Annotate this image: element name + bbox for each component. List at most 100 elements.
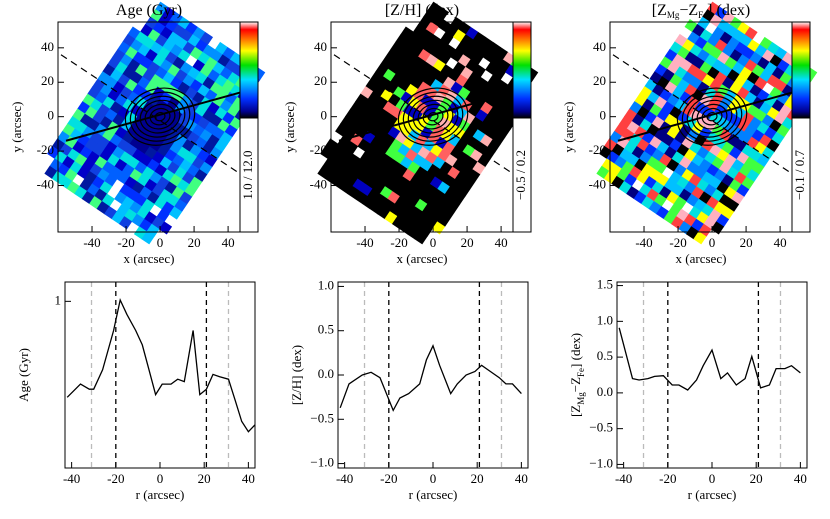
y-tick-label: 40 xyxy=(41,39,54,54)
x-tick-label: 20 xyxy=(188,235,201,250)
panel-title: [ZMg−ZFe] (dex) xyxy=(652,2,751,20)
x-tick-label: -20 xyxy=(107,471,124,486)
map-image xyxy=(317,1,539,245)
y-tick-label: 20 xyxy=(314,73,327,88)
y-tick-label: -20 xyxy=(37,142,54,157)
map-pixel xyxy=(693,231,707,245)
x-tick-label: -20 xyxy=(669,235,686,250)
y-tick-label: 40 xyxy=(314,39,327,54)
x-tick-label: 40 xyxy=(495,235,508,250)
y-tick-label: 0 xyxy=(48,108,55,123)
major-axis-line xyxy=(65,91,241,142)
x-tick-label: 40 xyxy=(222,235,235,250)
y-axis-label: Age (Gyr) xyxy=(16,348,31,402)
x-axis-label: r (arcsec) xyxy=(688,487,737,502)
y-tick-label: 1.5 xyxy=(597,277,613,292)
contour xyxy=(696,103,728,130)
panel-title-part: Age (Gyr) xyxy=(116,2,182,19)
contour xyxy=(129,91,191,142)
contour xyxy=(144,103,176,130)
x-tick-label: 0 xyxy=(430,235,437,250)
x-axis-label: r (arcsec) xyxy=(409,487,458,502)
y-tick-label: -40 xyxy=(589,177,606,192)
contour xyxy=(686,95,738,138)
contour xyxy=(124,87,196,146)
x-tick-label: 0 xyxy=(430,471,437,486)
panel-title-part: [Z/H] (dex) xyxy=(385,2,459,19)
x-tick-label: 20 xyxy=(740,235,753,250)
colorbar-label: −0.5 / 0.2 xyxy=(513,150,528,200)
major-axis-line xyxy=(338,91,514,142)
x-tick-label: -40 xyxy=(356,235,373,250)
contour xyxy=(417,103,449,130)
map-pixel xyxy=(168,206,183,220)
contour xyxy=(681,91,743,142)
y-tick-label: −1.0 xyxy=(589,455,613,470)
x-tick-label: -40 xyxy=(63,471,80,486)
panel-title-part: Mg xyxy=(667,10,680,20)
x-tick-label: 20 xyxy=(471,471,484,486)
x-tick-label: -20 xyxy=(659,471,676,486)
map-pixel xyxy=(118,216,133,230)
y-axis-label-part: Mg xyxy=(576,392,586,405)
map-pixel xyxy=(431,221,446,235)
x-axis-label: x (arcsec) xyxy=(676,251,727,266)
map-image xyxy=(44,1,266,245)
panel-title: [Z/H] (dex) xyxy=(385,2,459,19)
x-tick-label: 0 xyxy=(157,235,164,250)
x-tick-label: -40 xyxy=(615,471,632,486)
panel-title: Age (Gyr) xyxy=(116,2,182,19)
profile-line xyxy=(66,297,256,433)
y-tick-label: 0.5 xyxy=(597,348,613,363)
y-axis-label-part: y (arcsec) xyxy=(561,102,576,153)
map-image xyxy=(596,1,818,245)
x-tick-label: 20 xyxy=(750,471,763,486)
contour xyxy=(397,87,469,146)
x-tick-label: 0 xyxy=(157,471,164,486)
contour xyxy=(412,99,454,134)
map-pixel xyxy=(414,231,428,245)
map-pixel xyxy=(141,231,155,245)
y-axis-label-part: [Z/H] (dex) xyxy=(289,345,304,405)
panel-title-part: −Z xyxy=(679,2,698,19)
y-tick-label: -20 xyxy=(310,142,327,157)
y-axis-label-part: [Z xyxy=(568,405,583,417)
profile-line xyxy=(339,344,522,412)
y-tick-label: 20 xyxy=(593,73,606,88)
x-tick-label: -40 xyxy=(635,235,652,250)
x-tick-label: 20 xyxy=(198,471,211,486)
y-tick-label: 0.0 xyxy=(597,384,613,399)
x-tick-label: -20 xyxy=(390,235,407,250)
y-axis-label-part: y (arcsec) xyxy=(282,102,297,153)
map-pixel xyxy=(710,221,725,235)
colorbar-box xyxy=(512,117,532,233)
y-tick-label: 1.0 xyxy=(597,312,613,327)
x-axis-label: x (arcsec) xyxy=(124,251,175,266)
contour xyxy=(134,95,186,138)
contour xyxy=(149,107,171,126)
x-tick-label: 40 xyxy=(515,471,528,486)
colorbar-label: 1.0 / 12.0 xyxy=(240,150,255,199)
contour xyxy=(402,91,464,142)
panel-title-part: [Z xyxy=(652,2,667,19)
contour xyxy=(422,107,444,126)
y-tick-label: 0 xyxy=(600,108,607,123)
y-tick-label: -40 xyxy=(310,177,327,192)
contour xyxy=(407,95,459,138)
axes-frame xyxy=(64,281,256,469)
colorbar xyxy=(239,21,259,119)
x-tick-label: 40 xyxy=(774,235,787,250)
y-tick-label: 1.0 xyxy=(318,277,334,292)
y-axis-label: y (arcsec) xyxy=(282,102,297,153)
y-axis-label-part: Age (Gyr) xyxy=(16,348,31,402)
map-pixel xyxy=(158,221,173,235)
y-tick-label: 20 xyxy=(41,73,54,88)
axes-frame xyxy=(337,281,529,469)
contour xyxy=(701,107,723,126)
x-tick-label: -40 xyxy=(336,471,353,486)
x-tick-label: 40 xyxy=(242,471,255,486)
x-tick-label: 40 xyxy=(794,471,807,486)
contour xyxy=(139,99,181,134)
x-axis-label: x (arcsec) xyxy=(397,251,448,266)
